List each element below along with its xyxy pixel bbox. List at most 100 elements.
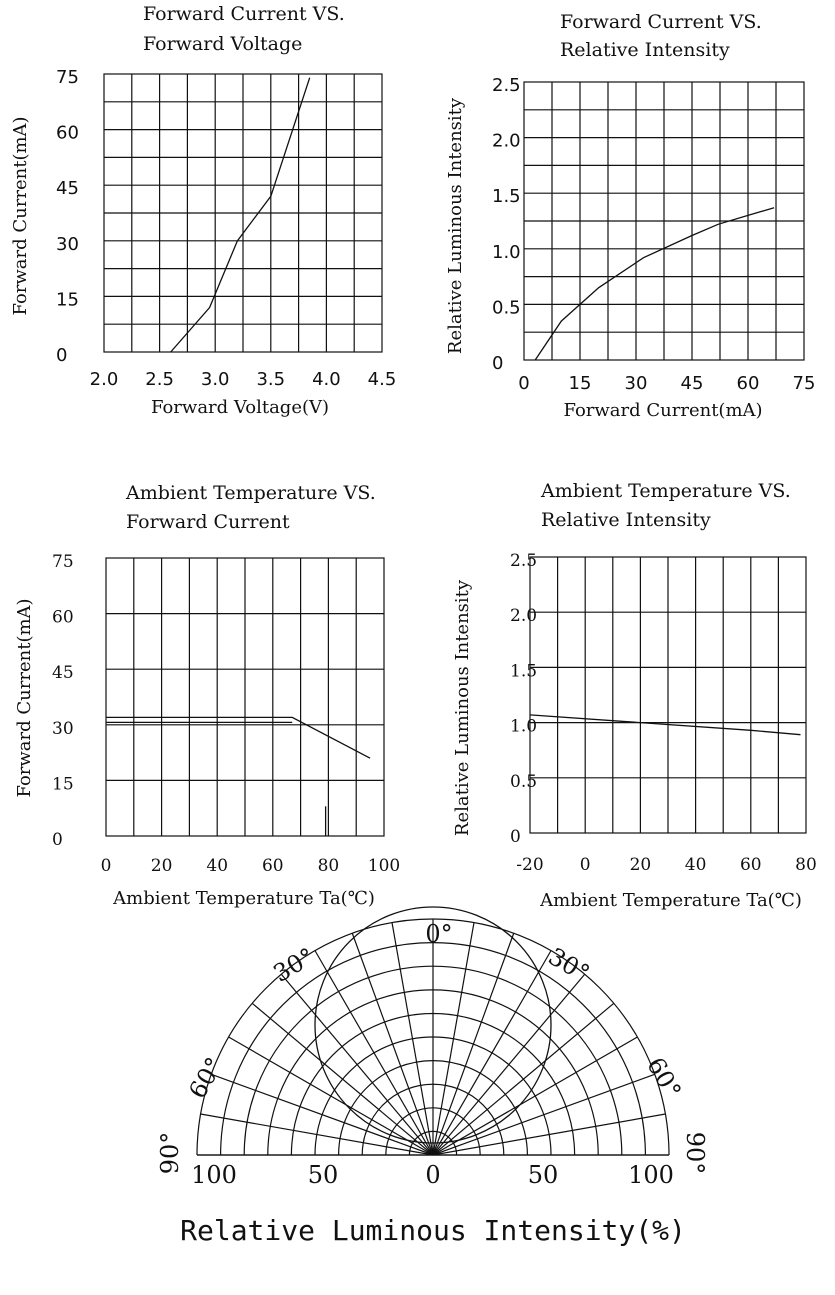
chart2-y-tick-label: 2.0 xyxy=(492,131,521,152)
polar-angle-spoke xyxy=(391,922,434,1156)
polar-angle-30-right: 30° xyxy=(544,942,595,988)
chart1-x-tick-label: 4.5 xyxy=(368,369,397,390)
chart1-y-tick-label: 75 xyxy=(56,67,79,88)
polar-angle-60-right: 60° xyxy=(641,1053,687,1104)
chart1-y-tick-label: 60 xyxy=(56,123,79,144)
chart2-grid xyxy=(523,81,805,361)
polar-angle-0: 0° xyxy=(425,920,452,948)
polar-angle-spoke xyxy=(314,950,434,1156)
chart4-y-tick-label: 2.5 xyxy=(510,551,537,571)
chart4-y-tick-label: 1.0 xyxy=(510,717,537,737)
chart1-y-tick-label: 45 xyxy=(56,178,79,199)
chart1-y-tick-label: 15 xyxy=(56,289,79,310)
chart1-y-tick-label: 30 xyxy=(56,234,79,255)
chart4-x-tick-label: 0 xyxy=(580,855,591,875)
chart4-y-tick-label: 0 xyxy=(510,827,521,847)
chart2-x-ticks: 0 15 30 45 60 75 xyxy=(518,373,815,394)
chart4-x-ticks: -20 0 20 40 60 80 xyxy=(516,855,817,875)
chart2-y-ticks: 0 0.5 1.0 1.5 2.0 2.5 xyxy=(492,75,521,374)
chart2-x-tick-label: 0 xyxy=(518,373,529,394)
chart1-x-tick-label: 3.0 xyxy=(201,369,230,390)
chart2-x-axis-label: Forward Current(mA) xyxy=(563,400,762,421)
polar-angle-spoke xyxy=(432,1073,655,1156)
chart3-y-tick-label: 30 xyxy=(52,719,74,739)
chart4-title-line1: Ambient Temperature VS. xyxy=(540,480,791,502)
chart4-y-axis-label: Relative Luminous Intensity xyxy=(452,579,473,836)
chart3-x-ticks: 0 20 40 60 80 100 xyxy=(101,856,401,876)
chart1-x-tick-label: 4.0 xyxy=(312,369,341,390)
chart2-x-tick-label: 60 xyxy=(737,373,760,394)
chart4-title-line2: Relative Intensity xyxy=(541,509,711,531)
chart1-x-tick-label: 2.5 xyxy=(145,369,174,390)
polar-grid xyxy=(196,918,670,1156)
chart2-y-tick-label: 1.5 xyxy=(492,186,521,207)
chart3-x-tick-label: 20 xyxy=(151,856,173,876)
chart2-title-line1: Forward Current VS. xyxy=(560,11,762,33)
chart3-y-tick-label: 0 xyxy=(52,830,63,850)
chart1-grid xyxy=(103,73,383,353)
chart4-x-tick-label: 40 xyxy=(685,855,707,875)
polar-angle-60-left: 60° xyxy=(183,1053,229,1104)
polar-angle-spoke xyxy=(228,1036,434,1156)
chart1-x-ticks: 2.0 2.5 3.0 3.5 4.0 4.5 xyxy=(90,369,397,390)
chart4-x-tick-label: 60 xyxy=(740,855,762,875)
chart-radiation-pattern: 100 50 0 50 100 0° 30° 30° 60° 60° 90° 9… xyxy=(156,906,709,1247)
polar-pattern-curve xyxy=(314,906,552,1144)
chart-forward-current-vs-voltage: Forward Current VS. Forward Voltage 0 15 3… xyxy=(10,3,396,418)
chart4-x-axis-label: Ambient Temperature Ta(℃) xyxy=(539,890,802,911)
chart3-x-tick-label: 0 xyxy=(101,856,112,876)
chart3-title-line2: Forward Current xyxy=(126,511,290,533)
polar-angle-spoke xyxy=(432,1036,638,1156)
chart4-y-tick-label: 0.5 xyxy=(510,772,537,792)
polar-tick-right-100: 100 xyxy=(628,1161,674,1189)
chart3-x-tick-label: 80 xyxy=(318,856,340,876)
chart1-series-line xyxy=(170,77,311,353)
chart4-y-ticks: 0 0.5 1.0 1.5 2.0 2.5 xyxy=(510,551,537,847)
chart2-y-tick-label: 0 xyxy=(492,353,503,374)
polar-angle-spoke xyxy=(432,1002,615,1156)
chart2-title-line2: Relative Intensity xyxy=(560,39,730,61)
chart1-x-tick-label: 3.5 xyxy=(256,369,285,390)
chart2-x-tick-label: 75 xyxy=(793,373,816,394)
polar-x-axis-label: Relative Luminous Intensity(%) xyxy=(180,1214,686,1247)
polar-tick-right-50: 50 xyxy=(528,1161,559,1189)
chart4-x-tick-label: -20 xyxy=(516,855,543,875)
chart3-x-tick-label: 60 xyxy=(262,856,284,876)
chart3-x-tick-label: 40 xyxy=(206,856,228,876)
polar-tick-left-50: 50 xyxy=(308,1161,339,1189)
chart1-x-tick-label: 2.0 xyxy=(90,369,119,390)
chart3-y-tick-label: 75 xyxy=(52,552,74,572)
chart3-title-line1: Ambient Temperature VS. xyxy=(125,482,376,504)
chart2-y-tick-label: 1.0 xyxy=(492,242,521,263)
chart2-x-tick-label: 45 xyxy=(681,373,704,394)
polar-angle-spoke xyxy=(432,933,515,1156)
polar-angle-spoke xyxy=(432,922,475,1156)
polar-angle-spoke xyxy=(432,973,586,1156)
chart1-y-tick-label: 0 xyxy=(56,345,67,366)
polar-angle-spoke xyxy=(251,1002,434,1156)
polar-tick-left-100: 100 xyxy=(191,1161,237,1189)
chart3-grid xyxy=(105,557,385,837)
chart-ambient-temp-vs-current: Ambient Temperature VS. Forward Current … xyxy=(14,482,400,909)
chart1-title-line1: Forward Current VS. xyxy=(143,3,345,25)
polar-angle-spoke xyxy=(351,933,434,1156)
chart4-series-line xyxy=(529,714,801,736)
polar-tick-center-0: 0 xyxy=(425,1161,440,1189)
chart3-y-tick-label: 45 xyxy=(52,663,74,683)
chart1-x-axis-label: Forward Voltage(V) xyxy=(151,397,329,418)
chart-forward-current-vs-intensity: Forward Current VS. Relative Intensity 0… xyxy=(445,11,815,421)
chart4-y-tick-label: 2.0 xyxy=(510,606,537,626)
chart2-y-axis-label: Relative Luminous Intensity xyxy=(445,97,466,354)
polar-angle-spoke xyxy=(211,1073,434,1156)
chart1-y-ticks: 0 15 30 45 60 75 xyxy=(56,67,79,366)
chart3-y-ticks: 0 15 30 45 60 75 xyxy=(52,552,74,850)
chart4-grid xyxy=(529,556,807,834)
chart-ambient-temp-vs-intensity: Ambient Temperature VS. Relative Intensi… xyxy=(452,480,817,911)
chart3-y-tick-label: 60 xyxy=(52,608,74,628)
chart2-x-tick-label: 30 xyxy=(625,373,648,394)
chart3-y-tick-label: 15 xyxy=(52,774,74,794)
chart1-title-line2: Forward Voltage xyxy=(143,33,302,55)
polar-angle-90-right: 90° xyxy=(681,1132,709,1175)
polar-angle-90-left: 90° xyxy=(156,1132,184,1175)
